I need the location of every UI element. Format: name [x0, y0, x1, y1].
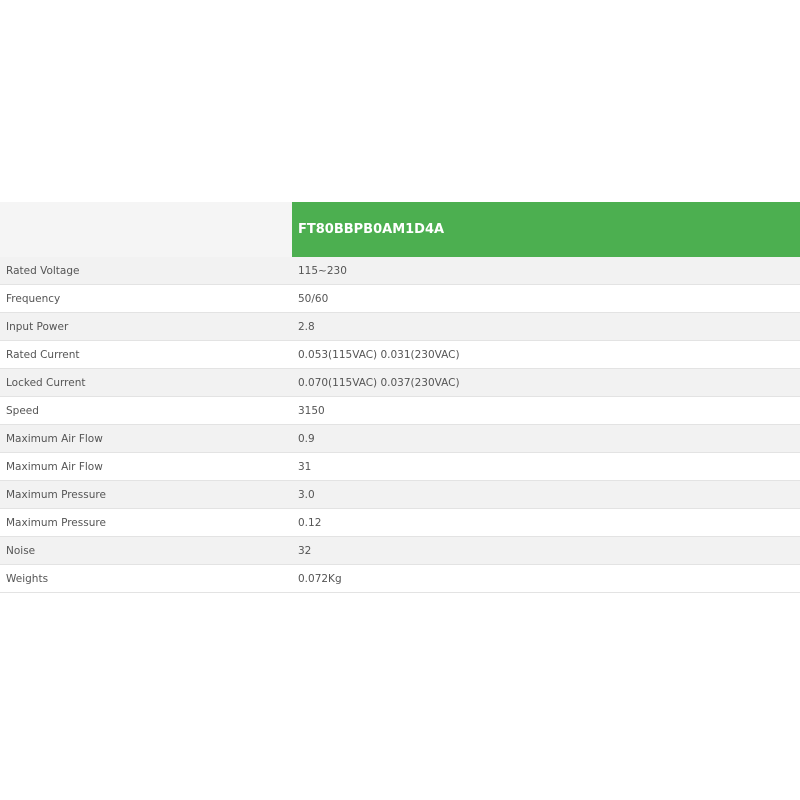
header-blank-cell	[0, 202, 292, 257]
spec-value: 3150	[292, 396, 800, 425]
table-row: Locked Current 0.070(115VAC) 0.037(230VAC…	[0, 368, 800, 397]
table-row: Rated Voltage 115~230	[0, 257, 800, 285]
table-row: Maximum Pressure 3.0	[0, 480, 800, 509]
spec-label: Speed	[0, 396, 292, 425]
spec-value: 50/60	[292, 284, 800, 313]
spec-label: Weights	[0, 564, 292, 593]
spec-value: 32	[292, 536, 800, 565]
spec-value: 2.8	[292, 312, 800, 341]
spec-value: 3.0	[292, 480, 800, 509]
spec-value: 115~230	[292, 257, 800, 285]
spec-label: Maximum Air Flow	[0, 452, 292, 481]
table-row: Weights 0.072Kg	[0, 564, 800, 593]
spec-label: Maximum Pressure	[0, 508, 292, 537]
table-row: Input Power 2.8	[0, 312, 800, 341]
spec-value: 0.072Kg	[292, 564, 800, 593]
spec-value: 31	[292, 452, 800, 481]
spec-table: FT80BBPB0AM1D4A Rated Voltage 115~230 Freq…	[0, 202, 800, 593]
spec-label: Noise	[0, 536, 292, 565]
table-row: Speed 3150	[0, 396, 800, 425]
spec-value: 0.9	[292, 424, 800, 453]
spec-label: Maximum Air Flow	[0, 424, 292, 453]
spec-value: 0.070(115VAC) 0.037(230VAC)	[292, 368, 800, 397]
spec-value: 0.12	[292, 508, 800, 537]
spec-value: 0.053(115VAC) 0.031(230VAC)	[292, 340, 800, 369]
spec-label: Frequency	[0, 284, 292, 313]
table-row: Rated Current 0.053(115VAC) 0.031(230VAC)	[0, 340, 800, 369]
spec-label: Input Power	[0, 312, 292, 341]
header-row: FT80BBPB0AM1D4A	[0, 202, 800, 257]
table-row: Maximum Pressure 0.12	[0, 508, 800, 537]
table-row: Maximum Air Flow 31	[0, 452, 800, 481]
model-header: FT80BBPB0AM1D4A	[292, 202, 800, 257]
spec-label: Rated Current	[0, 340, 292, 369]
table-row: Maximum Air Flow 0.9	[0, 424, 800, 453]
spec-label: Maximum Pressure	[0, 480, 292, 509]
table-row: Frequency 50/60	[0, 284, 800, 313]
table-row: Noise 32	[0, 536, 800, 565]
spec-label: Locked Current	[0, 368, 292, 397]
spec-label: Rated Voltage	[0, 257, 292, 285]
